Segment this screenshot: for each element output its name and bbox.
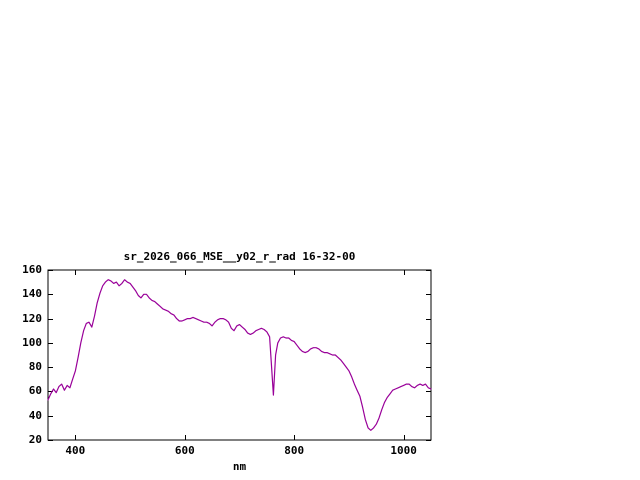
plot-border <box>47 269 432 441</box>
spectrum-line <box>47 279 432 431</box>
chart-title: sr_2026_066_MSE__y02_r_rad 16-32-00 <box>123 250 356 263</box>
x-axis-title: nm <box>232 460 247 473</box>
